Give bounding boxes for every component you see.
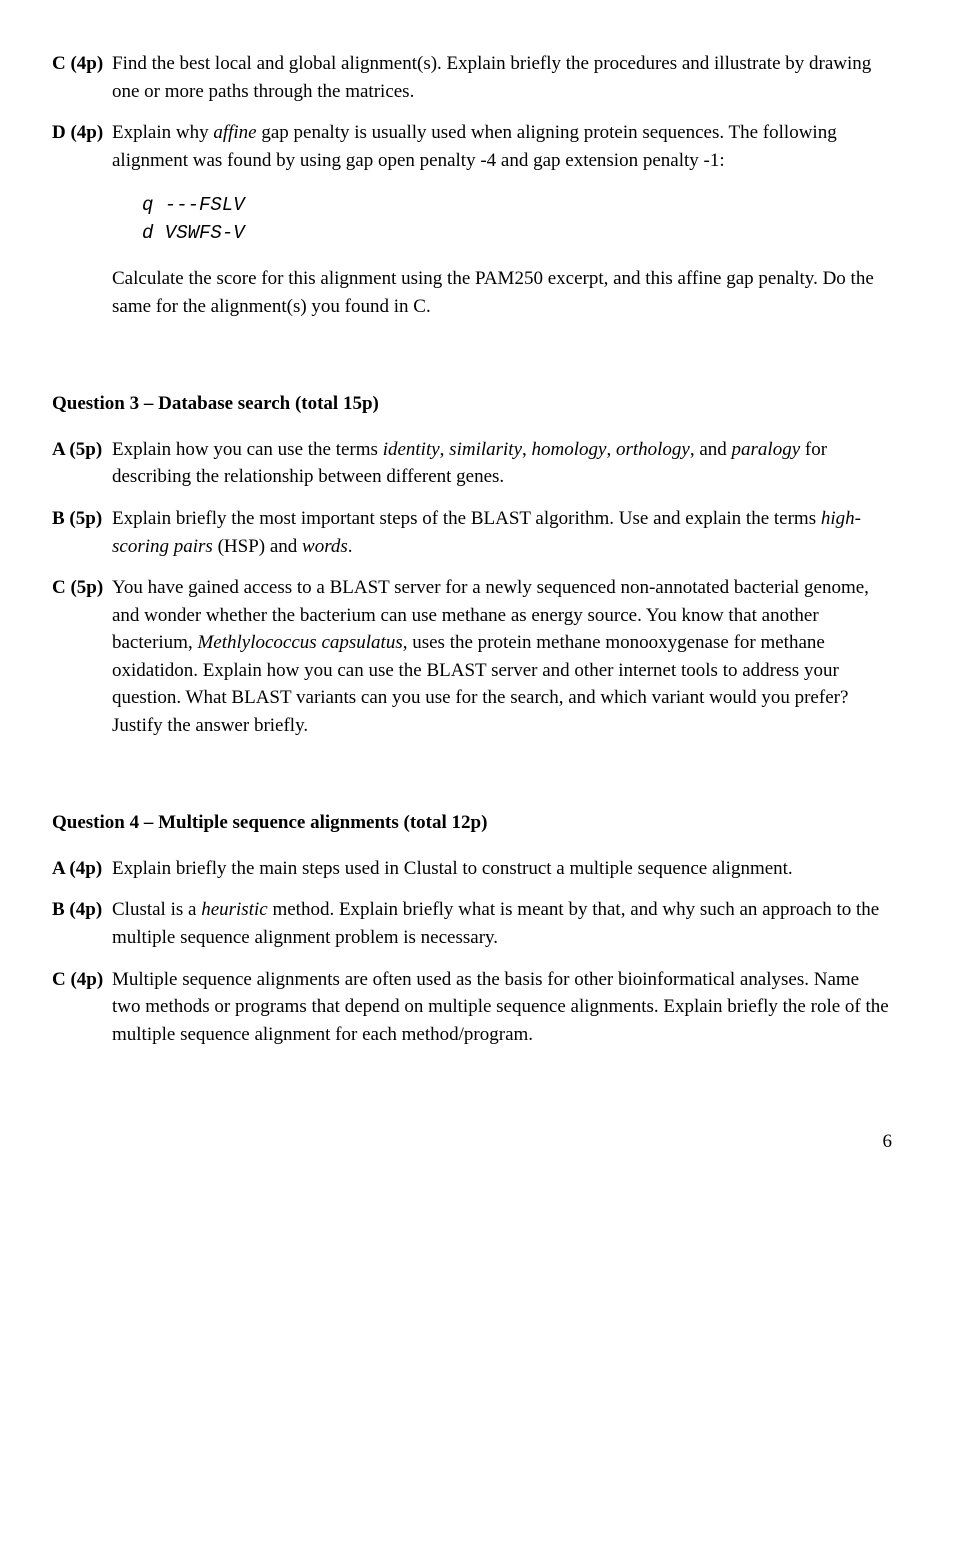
question-4c: C (4p) Multiple sequence alignments are … [52, 966, 892, 1049]
question-4b-body: Clustal is a heuristic method. Explain b… [112, 896, 892, 951]
question-3-heading: Question 3 – Database search (total 15p) [52, 390, 892, 418]
q4c-t1: Multiple sequence alignments are often u… [112, 969, 889, 1045]
q4b-i1: heuristic [201, 899, 268, 920]
question-2c: C (4p) Find the best local and global al… [52, 50, 892, 105]
question-2c-body: Find the best local and global alignment… [112, 50, 892, 105]
question-4b-label: B (4p) [52, 896, 112, 951]
question-2d-text-3: Calculate the score for this alignment u… [112, 268, 874, 317]
code-line-1: q ---FSLV [142, 194, 245, 216]
question-3b-label: B (5p) [52, 505, 112, 560]
question-3c-label: C (5p) [52, 574, 112, 739]
q4b-t1: Clustal is a [112, 899, 201, 920]
question-4a-body: Explain briefly the main steps used in C… [112, 855, 892, 883]
q3b-t1: Explain briefly the most important steps… [112, 508, 821, 529]
alignment-codeblock: q ---FSLV d VSWFS-V [142, 192, 892, 247]
code-line-2: d VSWFS-V [142, 222, 245, 244]
question-4a-label: A (4p) [52, 855, 112, 883]
q3a-i4: orthology [616, 439, 690, 460]
q3c-i1: Methlylococcus capsulatus [197, 632, 402, 653]
q4a-t1: Explain briefly the main steps used in C… [112, 858, 793, 879]
question-4-heading: Question 4 – Multiple sequence alignment… [52, 809, 892, 837]
q3a-i1: identity [383, 439, 440, 460]
question-3a-label: A (5p) [52, 436, 112, 491]
question-4c-body: Multiple sequence alignments are often u… [112, 966, 892, 1049]
question-2d-label: D (4p) [52, 119, 112, 320]
q3b-t3: . [348, 536, 353, 557]
q3a-i2: similarity [449, 439, 522, 460]
question-3a-body: Explain how you can use the terms identi… [112, 436, 892, 491]
q3a-i5: paralogy [732, 439, 801, 460]
q3a-t2: , [440, 439, 450, 460]
question-3c: C (5p) You have gained access to a BLAST… [52, 574, 892, 739]
q3a-t4: , [606, 439, 616, 460]
question-4a: A (4p) Explain briefly the main steps us… [52, 855, 892, 883]
question-3c-body: You have gained access to a BLAST server… [112, 574, 892, 739]
question-2d-body: Explain why affine gap penalty is usuall… [112, 119, 892, 320]
q3b-t2: (HSP) and [213, 536, 302, 557]
question-4b: B (4p) Clustal is a heuristic method. Ex… [52, 896, 892, 951]
page-number: 6 [52, 1128, 892, 1156]
q3a-i3: homology [532, 439, 607, 460]
question-2c-label: C (4p) [52, 50, 112, 105]
question-2d-text-1: Explain why [112, 122, 213, 143]
question-2d: D (4p) Explain why affine gap penalty is… [52, 119, 892, 320]
question-3a: A (5p) Explain how you can use the terms… [52, 436, 892, 491]
q3b-i2: words [302, 536, 348, 557]
question-3b-body: Explain briefly the most important steps… [112, 505, 892, 560]
q3a-t3: , [522, 439, 532, 460]
question-4c-label: C (4p) [52, 966, 112, 1049]
question-2d-italic-1: affine [213, 122, 256, 143]
question-3b: B (5p) Explain briefly the most importan… [52, 505, 892, 560]
q3a-t1: Explain how you can use the terms [112, 439, 383, 460]
question-2c-text: Find the best local and global alignment… [112, 53, 871, 102]
q3a-t5: , and [690, 439, 732, 460]
